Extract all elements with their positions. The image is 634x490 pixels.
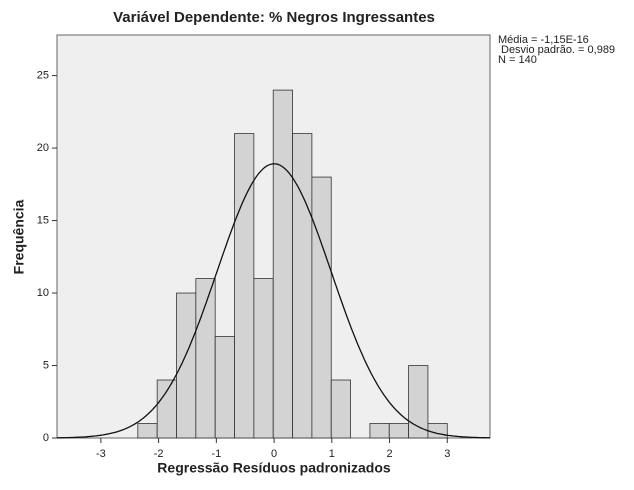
chart-title: Variável Dependente: % Negros Ingressant… (113, 9, 435, 26)
y-tick-label: 25 (37, 69, 49, 81)
stats-text: N = 140 (498, 54, 537, 66)
bar (311, 176, 332, 439)
bar (253, 278, 274, 439)
y-tick-label: 5 (43, 359, 49, 371)
stats-text: Média = -1,15E-16 (498, 34, 589, 46)
stats-text: Desvio padrão. = 0,989 (501, 44, 615, 56)
y-tick-label: 0 (43, 432, 49, 444)
bar (369, 423, 390, 439)
bar (408, 365, 429, 439)
bar (330, 379, 351, 439)
x-tick-label: 0 (271, 448, 277, 460)
bar (427, 423, 448, 439)
y-tick-label: 15 (37, 214, 49, 226)
y-tick-label: 10 (37, 287, 49, 299)
x-axis-label: Regressão Resíduos padronizados (157, 460, 391, 476)
bar (388, 423, 409, 439)
bar (214, 336, 235, 439)
x-tick-label: -2 (154, 448, 164, 460)
bar (292, 133, 313, 439)
x-tick-label: 3 (444, 448, 450, 460)
bar (272, 89, 293, 439)
x-tick-label: 1 (329, 448, 335, 460)
bar (156, 379, 177, 439)
bar (137, 423, 158, 439)
x-tick-label: -1 (211, 448, 221, 460)
bar (176, 292, 197, 439)
x-tick-label: -3 (96, 448, 106, 460)
bar (234, 133, 255, 439)
y-axis-label: Frequência (11, 199, 27, 274)
normal-curve (57, 163, 490, 439)
y-tick-label: 20 (37, 142, 49, 154)
x-tick-label: 2 (386, 448, 392, 460)
bar (195, 278, 216, 439)
